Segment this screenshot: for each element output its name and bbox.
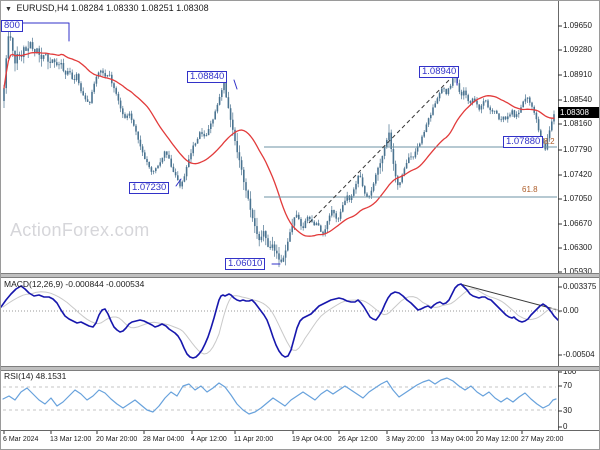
current-price-tag: 1.08308 (558, 107, 599, 118)
price-annotation-label: 1.08940 (419, 66, 460, 78)
annotation-leader-line (20, 22, 70, 42)
trendline-main (308, 77, 452, 224)
macd-header: MACD(12,26,9) -0.000844 -0.000534 (4, 279, 145, 289)
macd-signal-line (2, 288, 561, 355)
price-axis-label: 1.08540 (563, 95, 592, 104)
rsi-axis-label: 70 (563, 381, 572, 390)
time-axis-label: 3 May 20:00 (386, 436, 425, 443)
symbol-dropdown-icon[interactable]: ▼ (5, 6, 12, 13)
time-axis-label: 26 Apr 12:00 (338, 436, 378, 443)
price-axis-label: 1.07790 (563, 145, 592, 154)
macd-line (1, 283, 559, 359)
price-axis-label: 1.05930 (563, 267, 592, 276)
price-annotation-label: 800 (1, 20, 23, 32)
annotation-leader-line (175, 178, 182, 187)
macd-axis-label: 0.003375 (563, 282, 597, 291)
price-axis-label: 1.06670 (563, 219, 592, 228)
panel-separator-macd-rsi[interactable] (1, 366, 599, 371)
time-axis-border (1, 430, 599, 431)
price-axis-label: 1.08160 (563, 119, 592, 128)
rsi-axis-label: 0 (563, 422, 568, 431)
time-axis-label: 4 Apr 12:00 (191, 436, 227, 443)
price-annotation-label: 1.07880 (503, 136, 544, 148)
time-axis-label: 13 Mar 12:00 (50, 436, 92, 443)
rsi-axis-label: 30 (563, 406, 572, 415)
price-annotation-label: 1.07230 (129, 182, 170, 194)
price-axis-label: 1.08910 (563, 70, 592, 79)
symbol-label: EURUSD,H4 (16, 3, 69, 13)
macd-axis-label: -0.00504 (563, 350, 595, 359)
time-axis-label: 28 Mar 04:00 (143, 436, 185, 443)
time-axis-label: 19 Apr 04:00 (292, 436, 332, 443)
time-axis-label: 20 Mar 20:00 (96, 436, 138, 443)
rsi-header: RSI(14) 48.1531 (4, 371, 67, 381)
price-axis-label: 1.07050 (563, 194, 592, 203)
time-axis-label: 11 Apr 20:00 (234, 436, 274, 443)
panel-separator-main-macd[interactable] (1, 273, 599, 278)
time-axis-label: 13 May 04:00 (431, 436, 474, 443)
candlestick-series (3, 29, 555, 268)
time-axis-label: 6 Mar 2024 (3, 436, 39, 443)
quote-header: ▼ EURUSD,H4 1.08284 1.08330 1.08251 1.08… (5, 3, 209, 13)
time-axis-label: 27 May 20:00 (521, 436, 564, 443)
price-annotation-label: 1.08840 (187, 71, 228, 83)
fib-level-label: 61.8 (522, 185, 538, 194)
fib-level-label: 38.2 (539, 137, 555, 146)
rsi-axis-label: 100 (563, 367, 577, 376)
price-axis-label: 1.09280 (563, 45, 592, 54)
price-axis-label: 1.07420 (563, 170, 592, 179)
time-axis-label: 20 May 12:00 (476, 436, 519, 443)
macd-axis-label: 0.00 (563, 306, 579, 315)
annotation-leader-line (233, 79, 238, 90)
price-axis-label: 1.06300 (563, 243, 592, 252)
price-axis-label: 1.09650 (563, 21, 592, 30)
moving-average-line (3, 51, 555, 237)
watermark: ActionForex.com (10, 220, 150, 240)
rsi-line (2, 377, 557, 415)
ohlc-values: 1.08284 1.08330 1.08251 1.08308 (70, 3, 209, 13)
price-annotation-label: 1.06010 (225, 258, 266, 270)
